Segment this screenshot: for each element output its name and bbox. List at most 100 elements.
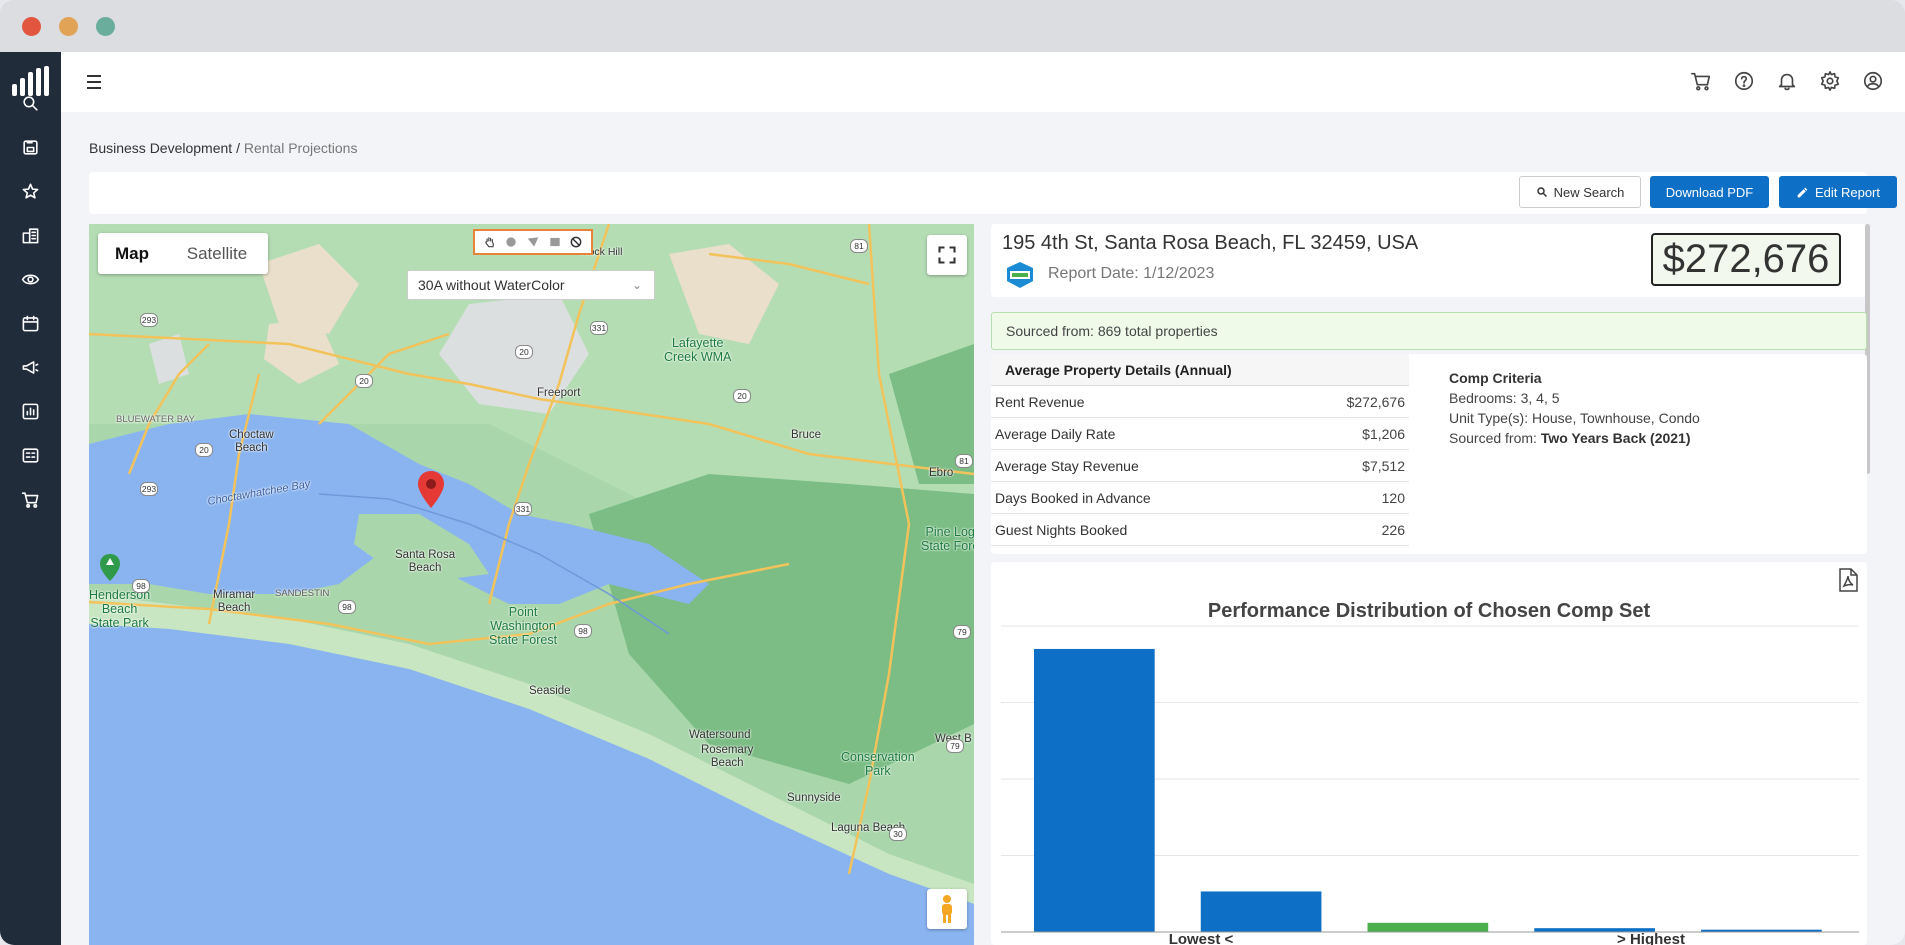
close-window-button[interactable]: [22, 17, 41, 36]
comp-criteria: Comp Criteria Bedrooms: 3, 4, 5 Unit Typ…: [1449, 368, 1700, 448]
panel-scrollbar[interactable]: [1865, 224, 1870, 474]
map-label-pointwashington: Point Washington State Forest: [489, 605, 558, 647]
highway-shield: 30: [889, 827, 907, 841]
highway-shield: 331: [514, 502, 532, 516]
breadcrumb-parent[interactable]: Business Development: [89, 140, 233, 156]
map-label-lafayette: Lafayette Creek WMA: [664, 336, 732, 364]
logo-icon[interactable]: [12, 66, 50, 96]
rectangle-tool-icon[interactable]: [548, 235, 562, 249]
map-label-miramar: Miramar Beach: [213, 589, 256, 614]
property-address: 195 4th St, Santa Rosa Beach, FL 32459, …: [1002, 232, 1419, 254]
table-row: Guest Nights Booked 226: [991, 514, 1409, 546]
star-icon[interactable]: [14, 175, 46, 207]
row-label: Average Stay Revenue: [995, 457, 1139, 474]
chart-x-label-lowest: Lowest <: [1169, 931, 1234, 945]
chevron-down-icon: ⌄: [631, 278, 642, 292]
map-label-santarosa: Santa Rosa Beach: [395, 549, 456, 574]
row-label: Days Booked in Advance: [995, 489, 1151, 506]
search-icon[interactable]: [14, 87, 46, 119]
top-bar: [61, 52, 1905, 112]
map-label-watersound: Watersound: [689, 729, 751, 741]
new-search-label: New Search: [1553, 184, 1625, 200]
maximize-window-button[interactable]: [96, 17, 115, 36]
report-icon[interactable]: [14, 439, 46, 471]
badge-icon: [1007, 262, 1033, 288]
polygon-tool-icon[interactable]: [526, 235, 540, 249]
megaphone-icon[interactable]: [14, 351, 46, 383]
search-icon: [1536, 187, 1547, 198]
row-value: 120: [1381, 489, 1405, 506]
new-search-button[interactable]: New Search: [1519, 176, 1641, 208]
breadcrumb-separator: /: [236, 140, 240, 156]
map-label-seaside: Seaside: [529, 685, 571, 697]
gear-icon[interactable]: [1815, 66, 1845, 96]
main-content: Business Development / Rental Projection…: [61, 112, 1905, 945]
fullscreen-button[interactable]: [927, 235, 967, 275]
chart-bar[interactable]: [1200, 891, 1322, 932]
cart-icon[interactable]: [1686, 66, 1716, 96]
chart-bar[interactable]: [1034, 648, 1155, 932]
satellite-tab[interactable]: Satellite: [186, 243, 248, 263]
pdf-export-icon[interactable]: [1837, 568, 1859, 592]
performance-chart-card: Performance Distribution of Chosen Comp …: [991, 562, 1867, 945]
menu-toggle-button[interactable]: [87, 70, 111, 94]
street-view-button[interactable]: [927, 889, 967, 929]
highway-shield: 20: [733, 389, 751, 403]
pegman-icon: [942, 895, 952, 923]
highway-shield: 20: [355, 374, 373, 388]
comp-source-label: Sourced from:: [1449, 430, 1537, 446]
region-select[interactable]: 30A without WaterColor ⌄: [407, 270, 655, 300]
chart-bar[interactable]: [1701, 929, 1822, 932]
download-pdf-button[interactable]: Download PDF: [1650, 176, 1769, 208]
map-label-freeport: Freeport: [537, 387, 581, 399]
map-tab[interactable]: Map: [115, 243, 149, 263]
title-bar: [0, 0, 1905, 52]
comp-unit-types: Unit Type(s): House, Townhouse, Condo: [1449, 410, 1700, 426]
clear-tool-icon[interactable]: [569, 235, 583, 249]
performance-chart: Lowest < > Highest: [1001, 625, 1859, 945]
highway-shield: 98: [574, 624, 592, 638]
details-table-header: Average Property Details (Annual): [991, 354, 1409, 386]
highway-shield: 331: [590, 321, 608, 335]
download-pdf-label: Download PDF: [1665, 184, 1754, 200]
row-value: 226: [1381, 521, 1405, 538]
pencil-icon: [1797, 187, 1808, 197]
region-select-value: 30A without WaterColor: [418, 277, 565, 293]
table-row: Average Daily Rate $1,206: [991, 418, 1409, 450]
map-label-sunnyside: Sunnyside: [787, 792, 841, 804]
row-label: Average Daily Rate: [995, 425, 1116, 442]
table-row: Rent Revenue $272,676: [991, 386, 1409, 418]
row-value: $272,676: [1346, 393, 1405, 410]
park-marker-icon[interactable]: [99, 554, 121, 582]
action-bar: New Search Download PDF Edit Report: [89, 172, 1897, 214]
map-label-pinelog: Pine Log State Fore: [921, 525, 974, 553]
map-view[interactable]: Rock Hill Lafayette Creek WMA Freeport Ch…: [89, 224, 974, 945]
chart-bar[interactable]: [1534, 928, 1655, 932]
bell-icon[interactable]: [1772, 66, 1802, 96]
hand-icon[interactable]: [483, 235, 497, 249]
user-icon[interactable]: [1858, 66, 1888, 96]
map-label-bluewater: BLUEWATER BAY: [116, 414, 196, 425]
chart-x-label-highest: > Highest: [1617, 931, 1685, 945]
eye-icon[interactable]: [14, 263, 46, 295]
map-label-sandestin: SANDESTIN: [275, 588, 330, 599]
buildings-icon[interactable]: [14, 219, 46, 251]
calendar-icon[interactable]: [14, 307, 46, 339]
save-icon[interactable]: [14, 131, 46, 163]
map-canvas: [89, 224, 974, 945]
cart-icon[interactable]: [14, 483, 46, 515]
row-label: Guest Nights Booked: [995, 521, 1128, 538]
bar-chart-icon[interactable]: [14, 395, 46, 427]
circle-tool-icon[interactable]: [504, 235, 518, 249]
comp-source-value: Two Years Back (2021): [1540, 430, 1691, 446]
help-icon[interactable]: [1729, 66, 1759, 96]
row-value: $7,512: [1362, 457, 1405, 474]
map-label-henderson: Henderson Beach State Park: [89, 588, 151, 630]
map-label-conservation: Conservation Park: [841, 750, 915, 778]
location-pin-icon[interactable]: [417, 471, 445, 509]
chart-bar[interactable]: [1367, 922, 1489, 932]
sourced-banner: Sourced from: 869 total properties: [991, 312, 1867, 350]
edit-report-button[interactable]: Edit Report: [1779, 176, 1897, 208]
minimize-window-button[interactable]: [59, 17, 78, 36]
